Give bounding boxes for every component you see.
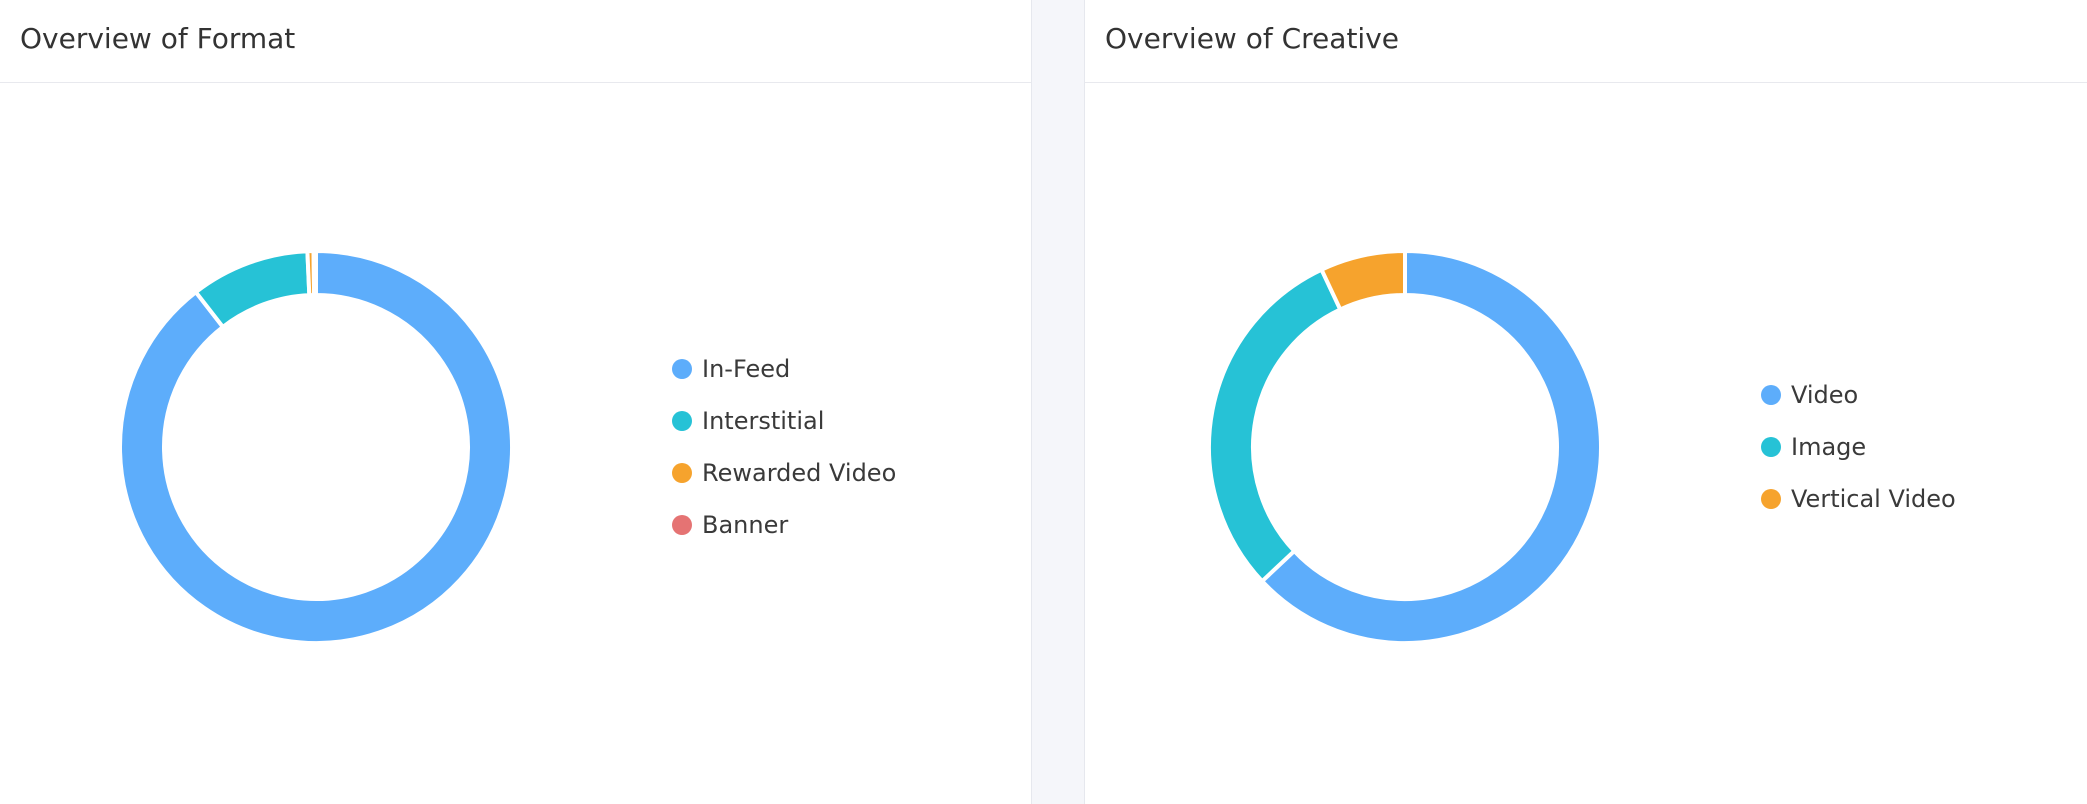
donut-slice-image[interactable] [1207,267,1343,584]
creative-panel-title: Overview of Creative [1105,22,1399,55]
legend-marker [1761,385,1781,405]
legend-label: Image [1791,433,1866,461]
legend-label: Video [1791,381,1858,409]
legend-label: Vertical Video [1791,485,1956,513]
donut-slices [118,248,514,645]
creative-donut-chart: Video Image Vertical Video [1207,249,1956,645]
legend-item-image[interactable]: Image [1761,433,1866,461]
format-panel-header: Overview of Format [0,0,1031,83]
chart-legend: In-Feed Interstitial Rewarded Video Banner [672,355,896,539]
chart-legend: Video Image Vertical Video [1761,381,1956,513]
format-panel-title: Overview of Format [20,22,296,55]
legend-label: Rewarded Video [702,459,896,487]
donut-slice-vertical-video[interactable] [1319,249,1407,312]
legend-marker [672,515,692,535]
legend-label: Banner [702,511,788,539]
donut-slice-in-feed[interactable] [118,249,514,645]
legend-marker [672,463,692,483]
legend-item-video[interactable]: Video [1761,381,1858,409]
donut-slice-interstitial[interactable] [193,249,312,329]
legend-label: In-Feed [702,355,790,383]
creative-panel: Overview of Creative Video Image Vertical … [1084,0,2087,804]
legend-marker [1761,489,1781,509]
legend-marker [672,411,692,431]
donut-slices [1207,249,1603,645]
legend-marker [672,359,692,379]
donut-slice-banner[interactable] [311,248,318,298]
format-panel: Overview of Format In-Feed Interstitial Re… [0,0,1032,804]
legend-item-rewarded-video[interactable]: Rewarded Video [672,459,896,487]
legend-item-banner[interactable]: Banner [672,511,788,539]
legend-item-vertical-video[interactable]: Vertical Video [1761,485,1956,513]
legend-marker [1761,437,1781,457]
legend-item-in-feed[interactable]: In-Feed [672,355,790,383]
format-donut-chart: In-Feed Interstitial Rewarded Video Banner [118,248,896,645]
creative-panel-header: Overview of Creative [1085,0,2087,83]
legend-label: Interstitial [702,407,824,435]
legend-item-interstitial[interactable]: Interstitial [672,407,824,435]
donut-slice-video[interactable] [1260,249,1603,645]
